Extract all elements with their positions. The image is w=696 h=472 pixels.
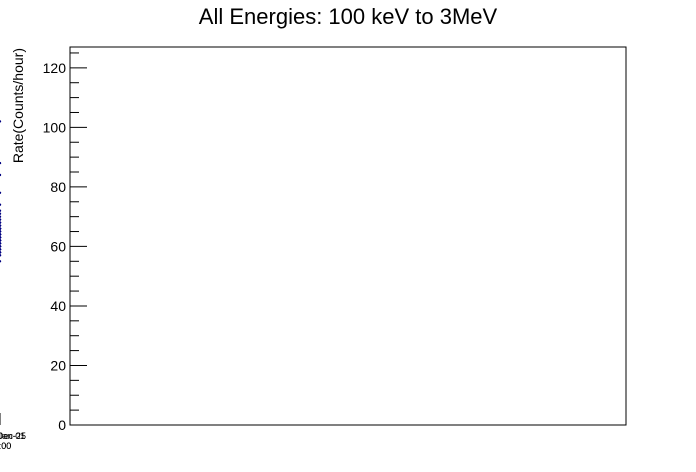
data-point (0, 218, 2, 221)
data-point (0, 120, 2, 123)
series-layer (0, 120, 2, 263)
data-point (0, 191, 2, 194)
data-point (0, 221, 2, 224)
y-tick-label: 40 (50, 298, 66, 314)
x-tick-label: 19:00 (0, 441, 11, 451)
data-point (0, 224, 2, 227)
y-axis-label: Rate(Counts/hour) (10, 48, 26, 163)
x-tick-label: 2019-Dec-25 (0, 431, 26, 441)
data-point (0, 209, 2, 212)
data-point (0, 227, 2, 230)
y-tick-label: 60 (50, 238, 66, 254)
data-point (0, 215, 2, 218)
data-point (0, 233, 2, 236)
data-point (0, 245, 2, 248)
data-point (0, 203, 2, 206)
y-tick-label: 80 (50, 179, 66, 195)
data-point (0, 254, 2, 257)
y-tick-label: 20 (50, 357, 66, 373)
data-point (0, 173, 2, 177)
data-point (0, 251, 2, 254)
data-point (0, 161, 2, 165)
data-point (0, 239, 2, 242)
chart-title: All Energies: 100 keV to 3MeV (199, 4, 498, 29)
data-point (0, 260, 2, 263)
x-tick-label: 19:00 (0, 441, 11, 451)
data-point (0, 242, 2, 245)
plot-frame (69, 46, 627, 426)
axis-layer: 0 20 40 60 80 100 120 2019-Dec-2519:002020-Jan-… (0, 52, 87, 451)
data-point (0, 248, 2, 251)
y-tick-label: 0 (58, 417, 66, 433)
y-tick-label: 120 (43, 60, 67, 76)
data-point (0, 236, 2, 239)
y-tick-label: 100 (43, 119, 67, 135)
data-point (0, 212, 2, 215)
x-tick-label: 2020-Jan-01 (0, 431, 25, 441)
data-point (0, 230, 2, 233)
